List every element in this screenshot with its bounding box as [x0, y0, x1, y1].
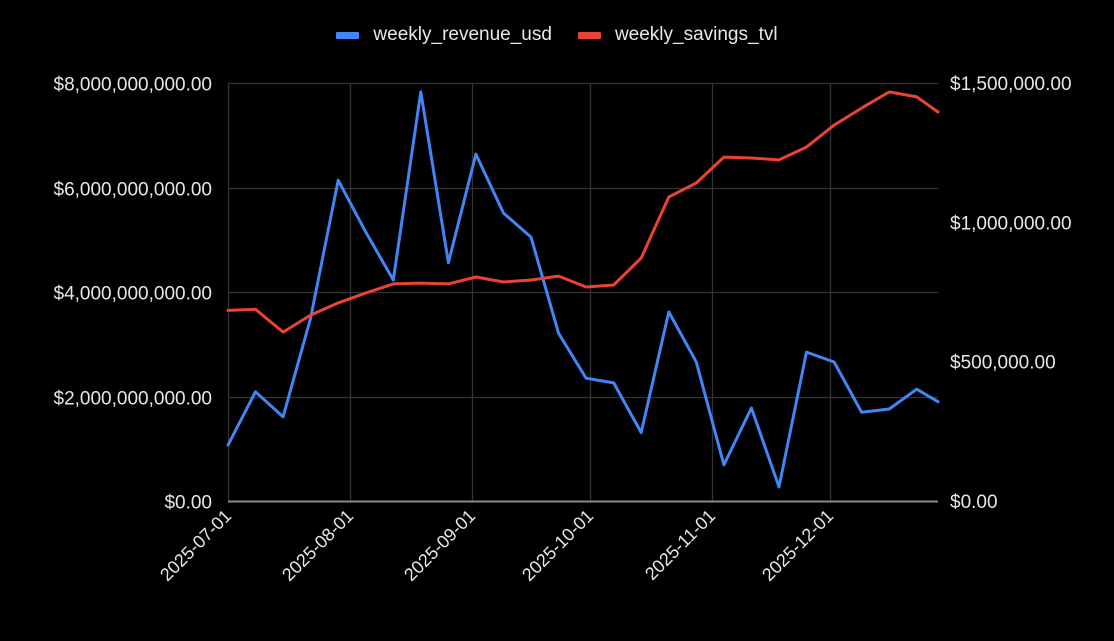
series-line-weekly-revenue-usd[interactable] — [226, 90, 940, 489]
y-axis-left: $0.00 $2,000,000,000.00 $4,000,000,000.00 $… — [54, 75, 213, 514]
legend-item-revenue[interactable]: weekly_revenue_usd — [336, 24, 552, 46]
x-tick-label: 2025-12-01 — [758, 506, 837, 585]
gridlines — [227, 82, 938, 503]
x-tick-label: 2025-07-01 — [156, 506, 235, 585]
y-right-tick-label: $1,500,000.00 — [950, 74, 1072, 95]
x-tick-label: 2025-08-01 — [278, 506, 357, 585]
y-left-tick-label: $6,000,000,000.00 — [54, 180, 213, 201]
series-line-weekly-savings-tvl[interactable] — [226, 90, 940, 334]
y-left-tick-label: $8,000,000,000.00 — [54, 75, 213, 96]
x-tick-label: 2025-09-01 — [400, 506, 479, 585]
y-axis-right: $0.00 $500,000.00 $1,000,000.00 $1,500,000.… — [950, 74, 1072, 513]
x-axis: 2025-07-01 2025-08-01 2025-09-01 2025-10-01… — [156, 506, 837, 585]
x-tick-label: 2025-10-01 — [518, 506, 597, 585]
y-right-tick-label: $500,000.00 — [950, 353, 1056, 374]
legend-swatch-revenue — [336, 31, 360, 39]
x-tick-label: 2025-11-01 — [641, 506, 719, 584]
legend-label-savings: weekly_savings_tvl — [614, 24, 778, 45]
y-right-tick-label: $0.00 — [950, 492, 998, 513]
legend-swatch-savings — [577, 31, 601, 39]
y-left-tick-label: $4,000,000,000.00 — [54, 284, 213, 305]
y-right-tick-label: $1,000,000.00 — [950, 213, 1072, 234]
y-left-tick-label: $0.00 — [164, 493, 212, 514]
series-layer — [226, 90, 940, 489]
y-left-tick-label: $2,000,000,000.00 — [54, 389, 213, 410]
legend-label-revenue: weekly_revenue_usd — [373, 24, 552, 45]
legend: weekly_revenue_usd weekly_savings_tvl — [0, 24, 1114, 46]
legend-item-savings[interactable]: weekly_savings_tvl — [577, 24, 778, 46]
